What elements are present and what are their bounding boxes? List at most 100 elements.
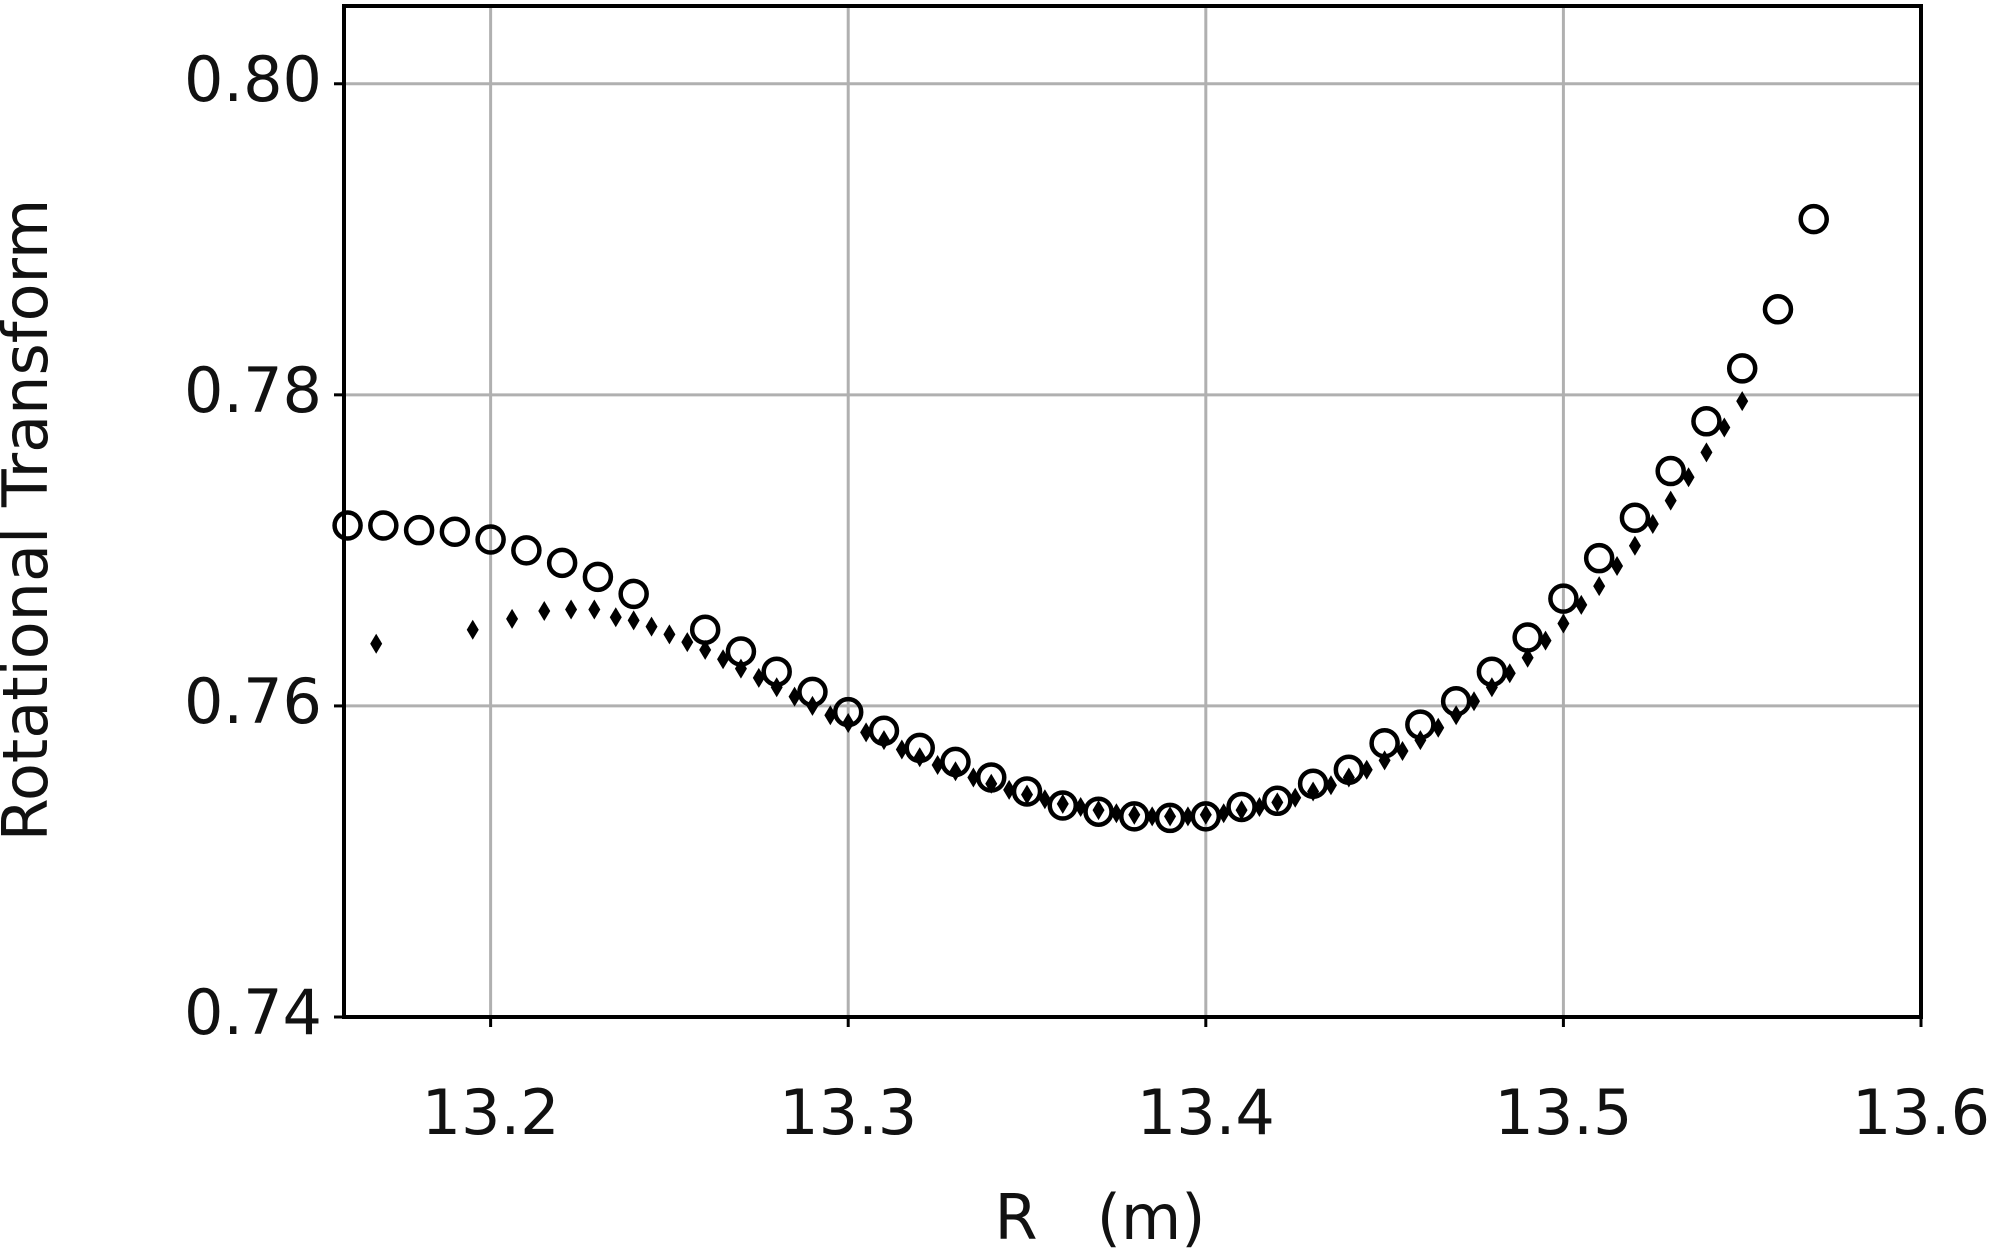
diamond-point	[506, 608, 519, 629]
diamond-point	[788, 686, 801, 707]
diamond-point	[1593, 576, 1606, 597]
diamond-point	[1575, 594, 1588, 615]
diamond-point	[985, 773, 998, 794]
diamond-point	[895, 739, 908, 760]
diamond-point	[1164, 806, 1177, 827]
diamond-point	[1396, 741, 1409, 762]
diamond-point	[931, 755, 944, 776]
diamond-point	[1700, 442, 1713, 463]
diamond-point	[627, 610, 640, 631]
diamond-point	[1718, 417, 1731, 438]
diamond-point	[752, 667, 765, 688]
x-tick-label: 13.5	[1494, 1076, 1632, 1149]
diamond-point	[1414, 730, 1427, 751]
diamond-point	[1736, 391, 1749, 412]
x-tick-label: 13.2	[422, 1076, 560, 1149]
diamond-point	[609, 607, 622, 628]
diamond-point	[1038, 789, 1051, 810]
circle-point	[475, 524, 506, 555]
diamond-point	[734, 658, 747, 679]
circle-point	[332, 510, 363, 541]
diamond-point	[1521, 647, 1534, 668]
y-tick-label: 0.76	[184, 665, 322, 738]
diamond-point	[565, 599, 578, 620]
diamond-point	[538, 601, 551, 622]
diamond-point	[1342, 767, 1355, 788]
diamond-point	[806, 695, 819, 716]
diamond-point	[842, 713, 855, 734]
circle-point	[1548, 583, 1579, 614]
diamond-point	[1360, 759, 1373, 780]
diamond-point	[1682, 467, 1695, 488]
circle-point	[689, 614, 721, 645]
diamond-point	[466, 619, 479, 640]
diamond-point	[1092, 800, 1105, 821]
circle-point	[1262, 785, 1293, 817]
y-tick-label: 0.78	[184, 354, 322, 427]
diamond-point	[770, 677, 783, 698]
diamond-point	[1128, 804, 1141, 825]
diamond-point	[645, 616, 658, 637]
diamond-point	[717, 649, 730, 670]
diamond-point	[1146, 806, 1159, 827]
diamond-point	[1110, 803, 1123, 824]
diamond-point	[1432, 717, 1445, 738]
circle-point	[1619, 502, 1651, 533]
diamond-point	[1199, 804, 1212, 825]
diamond-point	[663, 624, 676, 645]
diamond-point	[1664, 490, 1677, 511]
diamond-point	[1217, 803, 1230, 824]
circle-point	[439, 516, 471, 547]
circle-point	[1583, 542, 1615, 574]
diamond-point	[1378, 750, 1391, 771]
diamond-point	[1468, 691, 1481, 712]
diamond-point	[877, 730, 890, 751]
diamond-point	[824, 705, 837, 726]
y-tick-label: 0.74	[184, 976, 322, 1049]
circle-point	[1798, 203, 1829, 235]
marks	[332, 203, 1829, 834]
diamond-point	[699, 639, 712, 660]
diamond-point	[370, 633, 383, 654]
x-axis-label: R (m)	[995, 1181, 1206, 1254]
diamond-point	[913, 747, 926, 768]
diamond-point	[1271, 792, 1284, 813]
circle-point	[511, 535, 542, 566]
diamond-point	[1628, 535, 1641, 556]
diamond-point	[588, 599, 601, 620]
x-tick-label: 13.3	[779, 1076, 917, 1149]
circle-point	[403, 514, 435, 546]
y-axis-label: Rotational Transform	[0, 199, 62, 842]
circle-point	[1762, 294, 1794, 325]
diamond-point	[1056, 793, 1069, 814]
diamond-point	[1611, 555, 1624, 576]
diamond-point	[860, 722, 873, 743]
diamond-point	[681, 632, 694, 653]
diamond-point	[1003, 779, 1016, 800]
diamond-point	[1485, 677, 1498, 698]
diamond-point	[1253, 797, 1266, 818]
circle-point	[1655, 455, 1686, 487]
circle-point	[582, 561, 614, 593]
diamond-point	[1539, 630, 1552, 651]
circle-point	[1512, 622, 1543, 653]
diamond-point	[1450, 705, 1463, 726]
grid	[344, 6, 1923, 1019]
x-tick-label: 13.4	[1137, 1076, 1275, 1149]
circle-point	[1691, 406, 1722, 437]
circle-point	[546, 547, 578, 579]
circle-point	[368, 510, 399, 541]
diamond-point	[1646, 513, 1659, 534]
diamond-point	[1074, 797, 1087, 818]
diamond-point	[1557, 613, 1570, 634]
circle-point	[618, 578, 649, 610]
diamond-point	[1503, 663, 1516, 684]
diamond-point	[1181, 806, 1194, 827]
diamond-point	[1235, 800, 1248, 821]
x-tick-label: 13.6	[1852, 1076, 1990, 1149]
diamond-point	[967, 767, 980, 788]
diamond-point	[1324, 775, 1337, 796]
diamond-point	[1307, 781, 1320, 802]
plot-frame	[342, 4, 1923, 1019]
